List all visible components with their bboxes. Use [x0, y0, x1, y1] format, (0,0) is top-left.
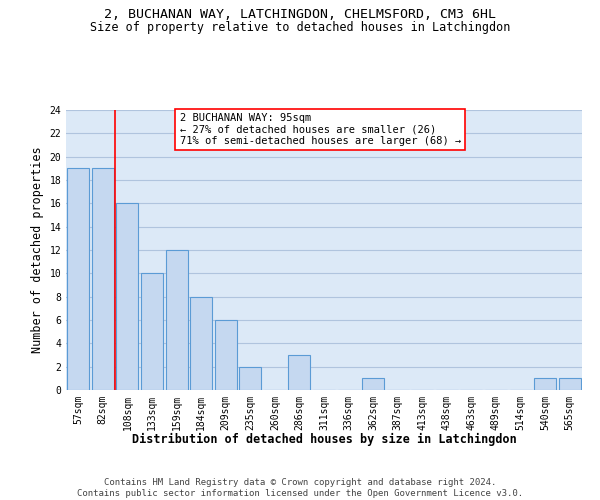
Bar: [534, 378, 556, 390]
Bar: [141, 274, 163, 390]
Bar: [559, 378, 581, 390]
Bar: [116, 204, 139, 390]
Y-axis label: Number of detached properties: Number of detached properties: [31, 146, 44, 354]
Bar: [190, 296, 212, 390]
Bar: [215, 320, 237, 390]
Bar: [92, 168, 114, 390]
Text: 2 BUCHANAN WAY: 95sqm
← 27% of detached houses are smaller (26)
71% of semi-deta: 2 BUCHANAN WAY: 95sqm ← 27% of detached …: [179, 113, 461, 146]
Bar: [166, 250, 188, 390]
Bar: [289, 355, 310, 390]
Text: 2, BUCHANAN WAY, LATCHINGDON, CHELMSFORD, CM3 6HL: 2, BUCHANAN WAY, LATCHINGDON, CHELMSFORD…: [104, 8, 496, 20]
Bar: [67, 168, 89, 390]
Bar: [239, 366, 262, 390]
Text: Contains HM Land Registry data © Crown copyright and database right 2024.
Contai: Contains HM Land Registry data © Crown c…: [77, 478, 523, 498]
Text: Distribution of detached houses by size in Latchingdon: Distribution of detached houses by size …: [131, 432, 517, 446]
Bar: [362, 378, 384, 390]
Text: Size of property relative to detached houses in Latchingdon: Size of property relative to detached ho…: [90, 21, 510, 34]
